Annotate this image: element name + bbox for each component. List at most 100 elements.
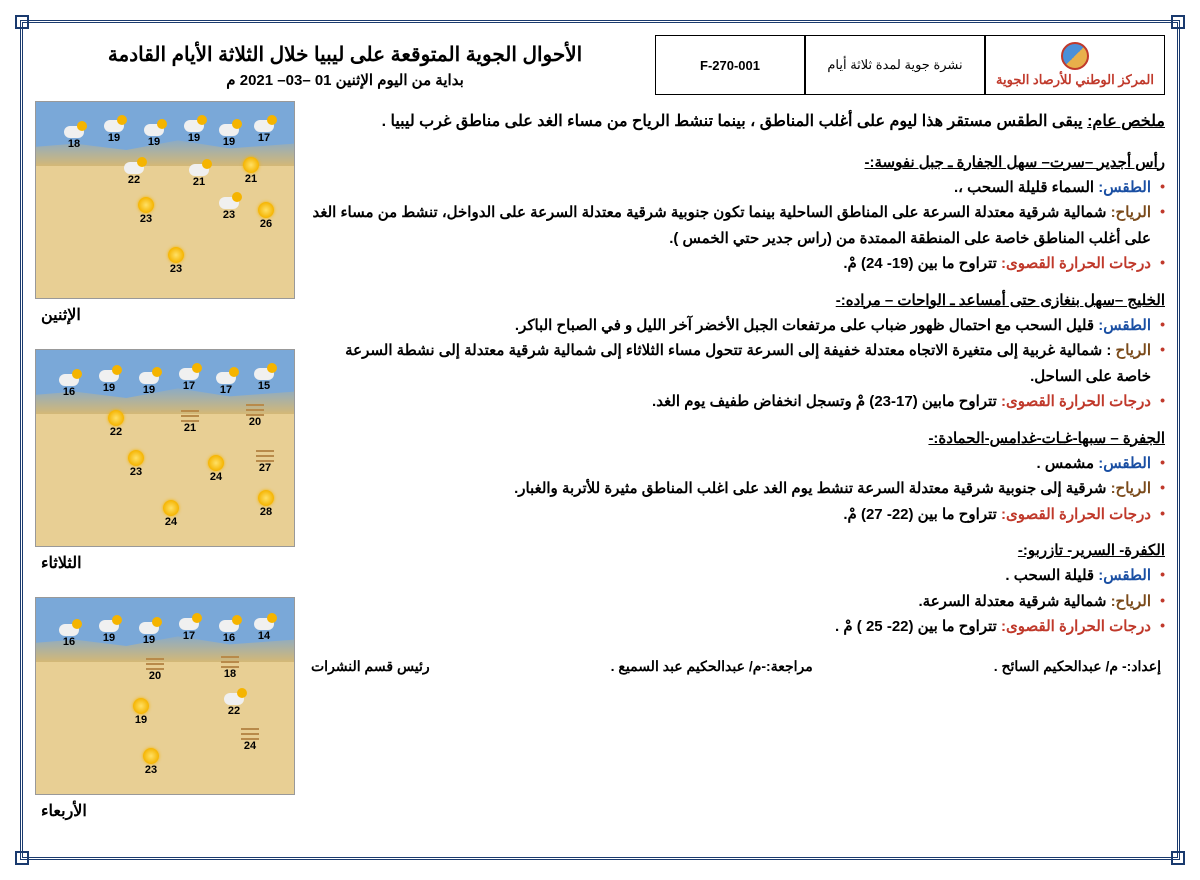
map-point: 24 bbox=[208, 455, 224, 483]
corner-ornament bbox=[1171, 851, 1185, 865]
logo-icon bbox=[1061, 42, 1089, 70]
corner-ornament bbox=[15, 851, 29, 865]
footer-row: إعداد:- م/ عبدالحكيم السائح . مراجعة:-م/… bbox=[307, 658, 1165, 675]
cloud-sun-icon bbox=[104, 120, 124, 132]
item-text: تتراوح ما بين (22- 27) مْ. bbox=[843, 506, 1001, 523]
temp-label: 16 bbox=[223, 632, 235, 644]
weather-item: الرياح: شمالية شرقية معتدلة السرعة على ا… bbox=[307, 200, 1165, 251]
weather-item: الرياح: شرقية إلى جنوبية شرقية معتدلة ال… bbox=[307, 476, 1165, 502]
map-point: 19 bbox=[133, 698, 149, 726]
sun-icon bbox=[108, 410, 124, 426]
temp-label: 17 bbox=[258, 132, 270, 144]
map-point: 16 bbox=[59, 374, 79, 398]
temp-label: 16 bbox=[63, 636, 75, 648]
cloud-sun-icon bbox=[184, 120, 204, 132]
reviewed-by: مراجعة:-م/ عبدالحكيم عبد السميع . bbox=[611, 658, 813, 675]
map-point: 19 bbox=[104, 120, 124, 144]
map-point: 24 bbox=[163, 500, 179, 528]
weather-item: الطقس: مشمس . bbox=[307, 451, 1165, 477]
sun-icon bbox=[143, 748, 159, 764]
sun-icon bbox=[243, 157, 259, 173]
weather-item: الطقس: قليل السحب مع احتمال ظهور ضباب عل… bbox=[307, 313, 1165, 339]
text-column: ملخص عام: يبقى الطقس مستقر هذا ليوم على … bbox=[307, 101, 1165, 845]
cloud-sun-icon bbox=[179, 368, 199, 380]
cloud-sun-icon bbox=[99, 620, 119, 632]
map-point: 22 bbox=[224, 693, 244, 717]
item-text: تتراوح ما بين (19- 24) مْ. bbox=[843, 255, 1001, 272]
item-label: درجات الحرارة القصوى: bbox=[1001, 618, 1151, 635]
temp-label: 18 bbox=[68, 138, 80, 150]
cloud-sun-icon bbox=[144, 124, 164, 136]
weather-item: درجات الحرارة القصوى: تتراوح ما بين (22-… bbox=[307, 502, 1165, 528]
content-wrap: ملخص عام: يبقى الطقس مستقر هذا ليوم على … bbox=[35, 101, 1165, 845]
item-text: شمالية شرقية معتدلة السرعة. bbox=[919, 593, 1111, 610]
temp-label: 28 bbox=[260, 506, 272, 518]
map-point: 21 bbox=[243, 157, 259, 185]
weather-item: الطقس: السماء قليلة السحب ،. bbox=[307, 175, 1165, 201]
temp-label: 24 bbox=[210, 471, 222, 483]
page-frame: المركز الوطني للأرصاد الجوية نشرة جوية ل… bbox=[20, 20, 1180, 860]
wind-icon bbox=[241, 728, 259, 740]
map-block: 17191919191821212223232623 bbox=[35, 101, 295, 299]
temp-label: 14 bbox=[258, 630, 270, 642]
temp-label: 20 bbox=[149, 670, 161, 682]
cloud-sun-icon bbox=[179, 618, 199, 630]
map-point: 18 bbox=[221, 656, 239, 680]
item-text: السماء قليلة السحب ،. bbox=[954, 179, 1098, 196]
map-point: 18 bbox=[64, 126, 84, 150]
map-point: 28 bbox=[258, 490, 274, 518]
item-label: درجات الحرارة القصوى: bbox=[1001, 393, 1151, 410]
temp-label: 18 bbox=[224, 668, 236, 680]
temp-label: 17 bbox=[220, 384, 232, 396]
temp-label: 22 bbox=[128, 174, 140, 186]
weather-items: الطقس: قليل السحب مع احتمال ظهور ضباب عل… bbox=[307, 313, 1165, 415]
item-text: شمالية شرقية معتدلة السرعة على المناطق ا… bbox=[312, 204, 1151, 247]
map-point: 22 bbox=[124, 162, 144, 186]
map-point: 20 bbox=[146, 658, 164, 682]
item-label: الطقس: bbox=[1098, 179, 1151, 196]
item-label: الطقس: bbox=[1098, 567, 1151, 584]
temp-label: 16 bbox=[63, 386, 75, 398]
cloud-sun-icon bbox=[59, 624, 79, 636]
day-label: الإثنين bbox=[35, 305, 295, 325]
item-text: مشمس . bbox=[1037, 455, 1099, 472]
map-point: 26 bbox=[258, 202, 274, 230]
org-name: المركز الوطني للأرصاد الجوية bbox=[996, 72, 1154, 88]
temp-label: 19 bbox=[148, 136, 160, 148]
temp-label: 19 bbox=[143, 634, 155, 646]
cloud-sun-icon bbox=[254, 368, 274, 380]
cloud-sun-icon bbox=[124, 162, 144, 174]
sun-icon bbox=[138, 197, 154, 213]
bulletin-cell: نشرة جوية لمدة ثلاثة أيام bbox=[805, 35, 985, 95]
sun-icon bbox=[258, 490, 274, 506]
item-label: الطقس: bbox=[1098, 455, 1151, 472]
map-point: 19 bbox=[99, 620, 119, 644]
summary-label: ملخص عام: bbox=[1087, 113, 1165, 130]
map-point: 21 bbox=[181, 410, 199, 434]
map-point: 17 bbox=[216, 372, 236, 396]
sun-icon bbox=[163, 500, 179, 516]
temp-label: 21 bbox=[245, 173, 257, 185]
page-title: الأحوال الجوية المتوقعة على ليبيا خلال ا… bbox=[108, 42, 582, 67]
item-label: الطقس: bbox=[1098, 317, 1151, 334]
maps-column: 17191919191821212223232623الإثنين1517171… bbox=[35, 101, 295, 845]
region-title: الخليج –سهل بنغازى حتى أمساعد ـ الواحات … bbox=[307, 291, 1165, 309]
sun-icon bbox=[128, 450, 144, 466]
temp-label: 19 bbox=[188, 132, 200, 144]
item-label: درجات الحرارة القصوى: bbox=[1001, 255, 1151, 272]
weather-item: درجات الحرارة القصوى: تتراوح مابين (17-2… bbox=[307, 389, 1165, 415]
map-point: 19 bbox=[139, 622, 159, 646]
item-label: درجات الحرارة القصوى: bbox=[1001, 506, 1151, 523]
head-section: رئيس قسم النشرات bbox=[311, 658, 430, 675]
wind-icon bbox=[221, 656, 239, 668]
cloud-sun-icon bbox=[219, 124, 239, 136]
map-block: 1517171919162021222724232824 bbox=[35, 349, 295, 547]
item-text: شرقية إلى جنوبية شرقية معتدلة السرعة تنش… bbox=[514, 480, 1110, 497]
map-point: 14 bbox=[254, 618, 274, 642]
cloud-sun-icon bbox=[254, 618, 274, 630]
temp-label: 21 bbox=[184, 422, 196, 434]
item-label: الرياح: bbox=[1111, 593, 1151, 610]
cloud-sun-icon bbox=[216, 372, 236, 384]
cloud-sun-icon bbox=[64, 126, 84, 138]
region-title: رأس أجدير –سرت– سهل الجفارة ـ جبل نفوسة:… bbox=[307, 153, 1165, 171]
